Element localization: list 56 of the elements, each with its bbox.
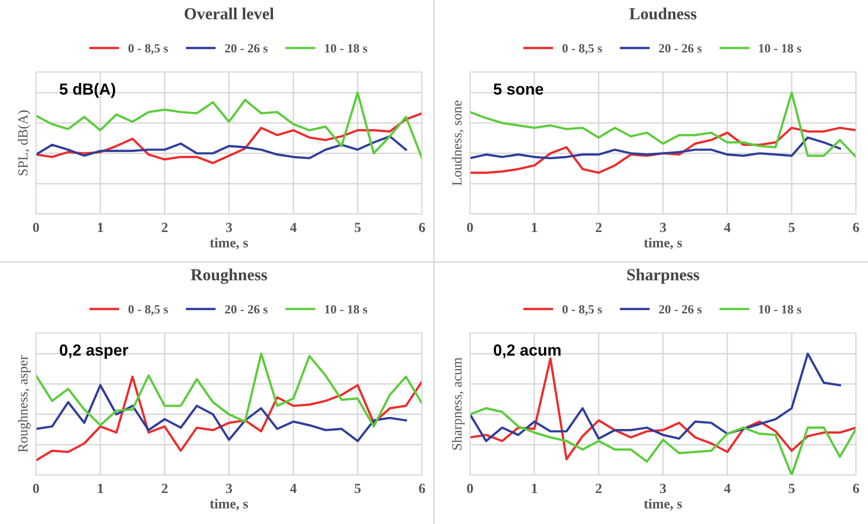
x-tick-label: 5 [354,222,361,232]
x-tick-label: 3 [226,484,232,494]
legend-label: 10 - 18 s [325,305,368,314]
x-tick-label: 1 [532,484,538,493]
x-tick-label: 5 [788,484,795,494]
x-tick-label: 0 [467,222,473,232]
x-tick-label: 1 [532,222,538,232]
x-tick-label: 2 [596,484,602,493]
x-tick-label: 4 [724,484,731,493]
legend-label: 20 - 26 s [225,305,268,314]
y-axis-title: Sharpness, acum [452,358,464,450]
x-tick-label: 0 [33,222,39,232]
chart-title: Roughness [190,268,268,284]
legend-label: 20 - 26 s [659,305,702,314]
x-tick-label: 3 [226,222,232,232]
chart-title: Sharpness [627,268,700,284]
x-tick-label: 4 [290,484,297,493]
x-axis-title: time, s [644,238,682,250]
legend-label: 0 - 8,5 s [562,305,602,316]
x-tick-label: 1 [98,484,104,493]
y-axis-title: Roughness, asper [18,356,30,452]
legend-label: 10 - 18 s [325,44,368,53]
x-tick-label: 0 [33,484,39,494]
legend-label: 10 - 18 s [759,305,802,314]
x-tick-label: 4 [724,222,731,232]
x-tick-label: 6 [853,222,860,232]
annotation: 0,2 acum [494,344,561,358]
x-tick-label: 0 [467,484,473,494]
x-tick-label: 3 [660,484,666,494]
legend-label: 0 - 8,5 s [128,305,168,316]
legend-label: 0 - 8,5 s [562,44,602,54]
chart-title: Loudness [629,8,696,20]
x-tick-label: 2 [162,484,168,493]
x-tick-label: 2 [596,222,602,232]
annotation: 0,2 asper [60,344,128,359]
legend-label: 20 - 26 s [225,44,268,53]
x-tick-label: 6 [419,484,426,494]
legend-label: 20 - 26 s [659,44,702,53]
x-tick-label: 5 [788,222,795,232]
y-axis-title: SPL, dB(A) [18,110,30,176]
annotation: 5 sone [494,84,544,95]
x-tick-label: 5 [354,484,361,494]
y-axis-title: Loudness, sone [452,100,464,186]
x-tick-label: 6 [419,222,426,232]
x-axis-title: time, s [210,238,248,250]
x-tick-label: 3 [660,222,666,232]
annotation: 5 dB(A) [60,83,116,98]
x-axis-title: time, s [644,498,682,510]
x-tick-label: 2 [162,222,168,232]
legend-label: 0 - 8,5 s [128,44,168,54]
x-tick-label: 4 [290,222,297,232]
x-tick-label: 1 [98,222,104,232]
legend-label: 10 - 18 s [759,44,802,53]
x-tick-label: 6 [853,484,860,494]
x-axis-title: time, s [210,498,248,510]
chart-title: Overall level [184,8,274,20]
